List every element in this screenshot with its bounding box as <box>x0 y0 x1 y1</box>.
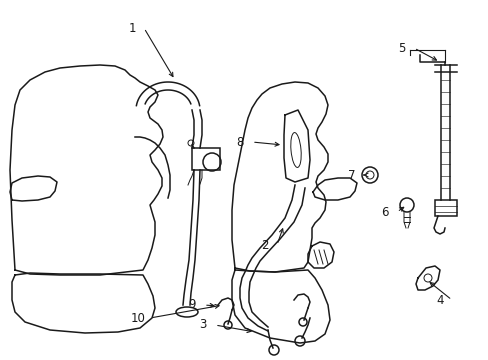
Text: 8: 8 <box>236 135 243 149</box>
Text: 2: 2 <box>261 239 268 252</box>
Bar <box>192 148 220 170</box>
Bar <box>434 200 456 216</box>
Text: 9: 9 <box>188 298 195 311</box>
Text: 1: 1 <box>128 22 136 35</box>
Text: 4: 4 <box>435 293 443 306</box>
Text: 7: 7 <box>347 168 355 181</box>
Text: 5: 5 <box>398 41 405 54</box>
Text: 10: 10 <box>130 311 145 324</box>
Text: 6: 6 <box>381 206 388 219</box>
Text: 3: 3 <box>199 319 206 332</box>
